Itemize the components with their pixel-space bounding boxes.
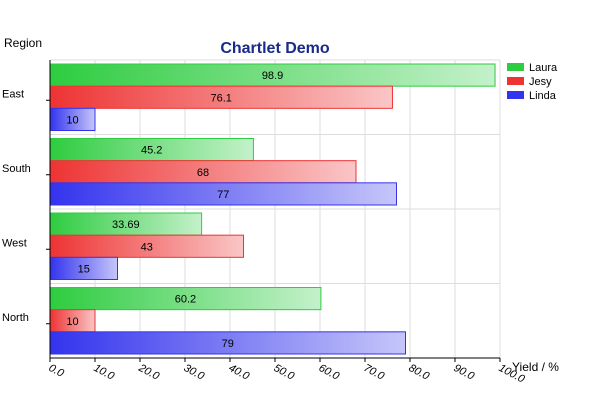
legend-label: Jesy bbox=[529, 76, 552, 88]
x-tick-label: 0.0 bbox=[47, 362, 67, 380]
category-labels: East South West North bbox=[2, 88, 50, 325]
bar-value-label: 68 bbox=[197, 167, 209, 179]
bar-value-label: 45.2 bbox=[141, 145, 162, 157]
legend-swatch-laura bbox=[507, 63, 524, 71]
category-label: South bbox=[2, 163, 31, 175]
x-tick-label: 50.0 bbox=[272, 362, 297, 383]
y-axis-title: Region bbox=[4, 36, 42, 50]
x-tick-label: 40.0 bbox=[227, 362, 252, 383]
bar-value-label: 76.1 bbox=[211, 92, 232, 104]
x-tick-label: 80.0 bbox=[407, 362, 432, 383]
bar-value-label: 43 bbox=[141, 241, 153, 253]
x-tick-label: 70.0 bbox=[362, 362, 387, 383]
bar-value-label: 77 bbox=[217, 189, 229, 201]
x-axis-title: Yield / % bbox=[512, 360, 559, 374]
bar-value-label: 10 bbox=[66, 114, 78, 126]
legend-swatch-jesy bbox=[507, 77, 524, 85]
x-tick-label: 20.0 bbox=[136, 362, 162, 384]
bar-value-label: 15 bbox=[78, 263, 90, 275]
bar-value-label: 60.2 bbox=[175, 294, 196, 306]
x-tick-label: 60.0 bbox=[317, 362, 342, 383]
bar-value-label: 79 bbox=[222, 338, 234, 350]
category-label: North bbox=[2, 312, 29, 324]
category-label: East bbox=[2, 88, 24, 100]
x-tick-label: 90.0 bbox=[452, 362, 477, 383]
bar-value-label: 10 bbox=[66, 316, 78, 328]
legend: Laura Jesy Linda bbox=[507, 62, 558, 102]
chart-title: Chartlet Demo bbox=[220, 40, 330, 57]
x-tick-label: 10.0 bbox=[92, 362, 117, 383]
bar-value-label: 98.9 bbox=[262, 70, 283, 82]
x-ticks: 0.0 10.0 20.0 30.0 40.0 50.0 60.0 70.0 80.0 90.0 1… bbox=[47, 358, 527, 386]
category-label: West bbox=[2, 237, 27, 249]
legend-label: Linda bbox=[529, 90, 557, 102]
legend-label: Laura bbox=[529, 62, 558, 74]
x-tick-label: 30.0 bbox=[182, 362, 207, 383]
bar-value-label: 33.69 bbox=[112, 219, 140, 231]
legend-swatch-linda bbox=[507, 91, 524, 99]
